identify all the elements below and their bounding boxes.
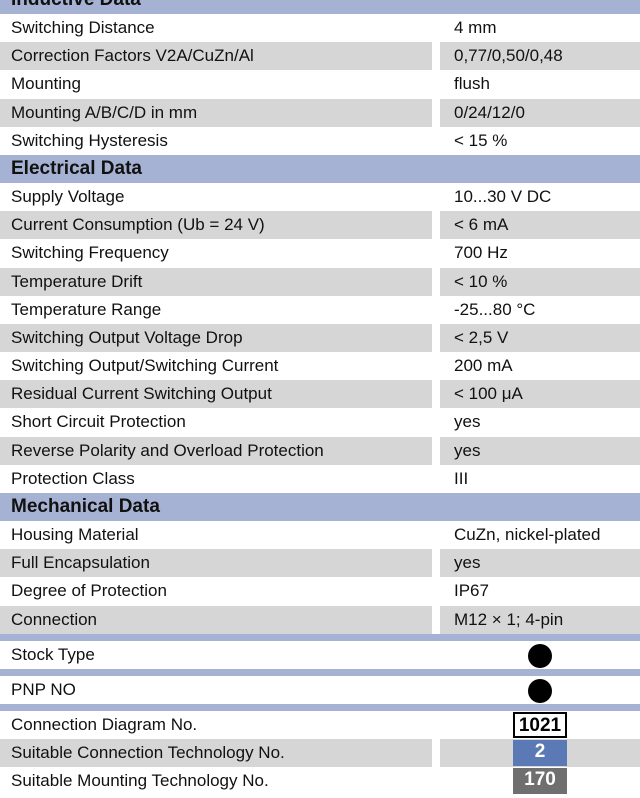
- spec-row: Residual Current Switching Output < 100 μ…: [0, 380, 640, 409]
- spec-label: Degree of Protection: [11, 581, 167, 601]
- spec-value: < 10 %: [440, 267, 640, 296]
- spec-label: Current Consumption (Ub = 24 V): [0, 211, 440, 240]
- spec-label: Protection Class: [11, 468, 135, 488]
- spec-value: yes: [454, 412, 481, 432]
- spec-value: < 15 %: [454, 130, 508, 150]
- spec-row: Switching Hysteresis < 15 %: [0, 127, 640, 155]
- stock-type-row: Stock Type: [0, 641, 640, 669]
- connection-diagram-number: 1021: [513, 711, 567, 738]
- section-header-inductive: Inductive Data: [0, 0, 640, 14]
- spec-row: Reverse Polarity and Overload Protection…: [0, 436, 640, 465]
- mounting-technology-label: Suitable Mounting Technology No.: [11, 770, 269, 790]
- spec-row: Switching Output/Switching Current 200 mA: [0, 352, 640, 380]
- spec-row: Full Encapsulation yes: [0, 549, 640, 578]
- spec-value: < 6 mA: [440, 211, 640, 240]
- filled-dot-icon: [528, 678, 552, 703]
- spec-value: 700 Hz: [454, 243, 508, 263]
- spec-label: Connection: [0, 605, 440, 634]
- connection-technology-row: Suitable Connection Technology No. 2: [0, 738, 640, 767]
- section-header-mechanical: Mechanical Data: [0, 493, 640, 521]
- spec-row: Correction Factors V2A/CuZn/Al 0,77/0,50/…: [0, 42, 640, 71]
- connection-technology-number: 2: [513, 739, 567, 766]
- spec-value: 200 mA: [454, 356, 513, 376]
- spec-row: Short Circuit Protection yes: [0, 408, 640, 436]
- pnp-no-row: PNP NO: [0, 676, 640, 704]
- spec-label: Supply Voltage: [11, 186, 125, 206]
- spec-value: 0/24/12/0: [440, 98, 640, 127]
- spec-value: M12 × 1; 4-pin: [440, 605, 640, 634]
- divider: [0, 668, 640, 676]
- spec-value: 4 mm: [454, 18, 497, 37]
- spec-label: Full Encapsulation: [0, 549, 440, 578]
- spec-row: Supply Voltage 10...30 V DC: [0, 183, 640, 211]
- spec-row: Current Consumption (Ub = 24 V) < 6 mA: [0, 211, 640, 240]
- spec-value: CuZn, nickel-plated: [454, 525, 601, 544]
- spec-row: Connection M12 × 1; 4-pin: [0, 605, 640, 634]
- spec-value: yes: [440, 549, 640, 578]
- spec-value: 0,77/0,50/0,48: [440, 42, 640, 71]
- spec-row: Mounting flush: [0, 70, 640, 98]
- spec-label: Switching Hysteresis: [11, 130, 168, 150]
- spec-label: Short Circuit Protection: [11, 412, 186, 432]
- spec-label: Mounting A/B/C/D in mm: [0, 98, 440, 127]
- spec-label: Switching Frequency: [11, 243, 169, 263]
- spec-value: IP67: [454, 581, 489, 601]
- spec-value: < 2,5 V: [440, 323, 640, 353]
- spec-label: Switching Output Voltage Drop: [0, 323, 440, 353]
- stock-type-label: Stock Type: [11, 644, 95, 664]
- spec-row: Switching Output Voltage Drop < 2,5 V: [0, 323, 640, 353]
- spec-label: Temperature Range: [11, 299, 162, 319]
- connection-diagram-label: Connection Diagram No.: [11, 714, 198, 734]
- spec-row: Degree of Protection IP67: [0, 577, 640, 605]
- spec-label: Reverse Polarity and Overload Protection: [0, 436, 440, 465]
- spec-row: Temperature Drift < 10 %: [0, 267, 640, 296]
- spec-value: yes: [440, 436, 640, 465]
- section-header-electrical: Electrical Data: [0, 154, 640, 183]
- spec-value: 10...30 V DC: [454, 186, 552, 206]
- spec-value: -25...80 °C: [454, 299, 536, 319]
- spec-value: III: [454, 468, 469, 488]
- spec-label: Housing Material: [11, 525, 139, 544]
- spec-label: Switching Distance: [11, 18, 155, 37]
- mounting-technology-row: Suitable Mounting Technology No. 170: [0, 767, 640, 795]
- spec-row: Switching Frequency 700 Hz: [0, 239, 640, 267]
- spec-value: flush: [454, 74, 490, 94]
- spec-row: Mounting A/B/C/D in mm 0/24/12/0: [0, 98, 640, 127]
- mounting-technology-number: 170: [513, 767, 567, 794]
- spec-value: < 100 μA: [440, 380, 640, 409]
- spec-row: Housing Material CuZn, nickel-plated: [0, 521, 640, 549]
- spec-label: Switching Output/Switching Current: [11, 356, 279, 376]
- spec-row: Protection Class III: [0, 465, 640, 493]
- spec-label: Residual Current Switching Output: [0, 380, 440, 409]
- filled-dot-icon: [528, 643, 552, 668]
- divider: [0, 633, 640, 641]
- spec-label: Correction Factors V2A/CuZn/Al: [0, 42, 440, 71]
- spec-row: Temperature Range -25...80 °C: [0, 296, 640, 324]
- spec-label: Mounting: [11, 74, 81, 94]
- divider: [0, 703, 640, 711]
- connection-technology-label: Suitable Connection Technology No.: [0, 738, 440, 767]
- connection-diagram-row: Connection Diagram No. 1021: [0, 711, 640, 739]
- spec-label: Temperature Drift: [0, 267, 440, 296]
- spec-row: Switching Distance 4 mm: [0, 14, 640, 42]
- pnp-no-label: PNP NO: [11, 679, 76, 699]
